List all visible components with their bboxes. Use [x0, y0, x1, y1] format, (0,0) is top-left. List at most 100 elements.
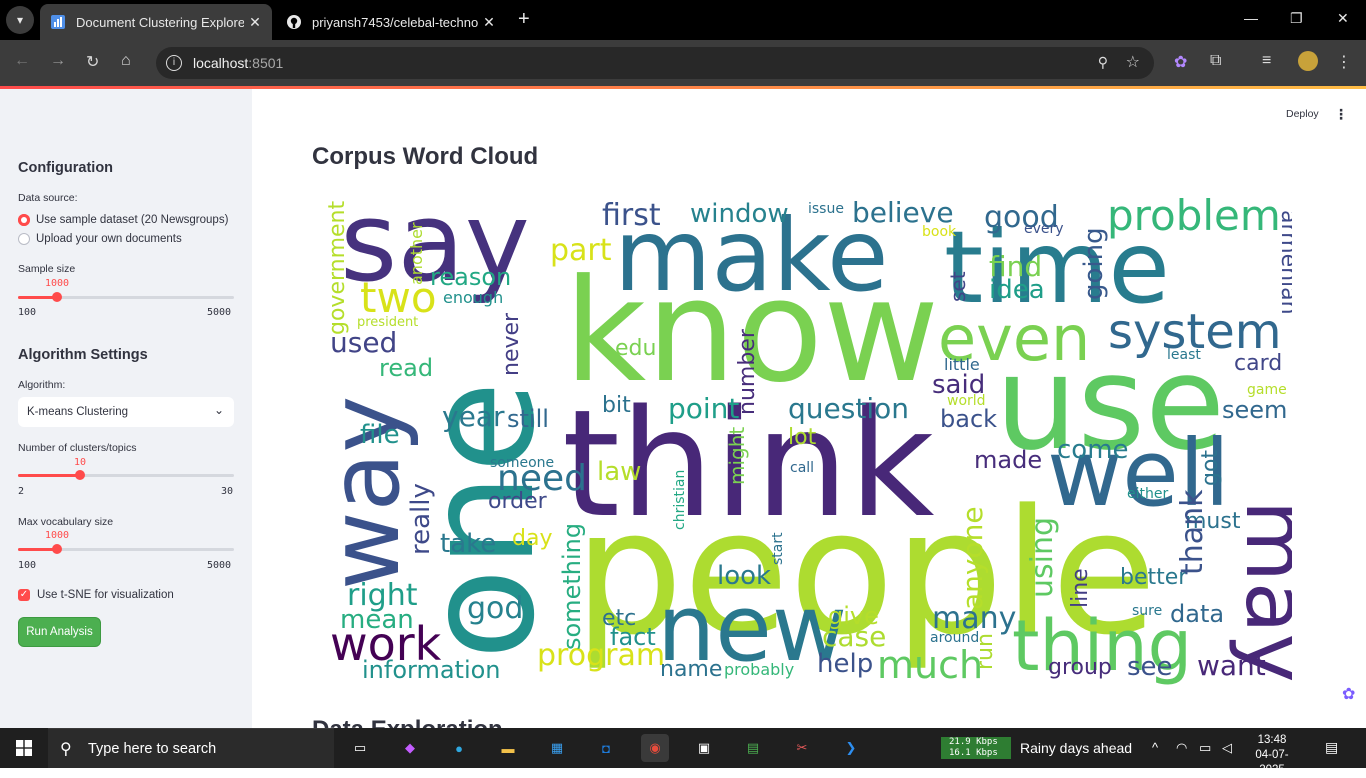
- sample-size-label: Sample size: [18, 263, 76, 275]
- taskbar-search-box[interactable]: ⚲ Type here to search: [48, 728, 334, 768]
- word-find: find: [989, 250, 1042, 283]
- back-icon[interactable]: ←: [14, 52, 30, 69]
- word-game: game: [1247, 382, 1287, 398]
- word-anyone: anyone: [956, 506, 989, 610]
- algorithm-settings-heading: Algorithm Settings: [18, 347, 148, 363]
- main-menu-icon[interactable]: ⋮: [1334, 106, 1348, 122]
- word-come: come: [1057, 435, 1129, 465]
- word-another: another: [407, 222, 426, 285]
- close-tab-icon[interactable]: ✕: [483, 13, 495, 30]
- slider-thumb[interactable]: [52, 292, 62, 302]
- home-icon[interactable]: ⌂: [121, 52, 131, 69]
- notepad-icon[interactable]: ▤: [746, 740, 760, 755]
- vocab-value: 1000: [44, 530, 70, 541]
- sidebar: Configuration Data source: Use sample da…: [0, 89, 252, 728]
- github-icon: [287, 15, 301, 29]
- chrome-icon[interactable]: ◉: [641, 734, 669, 762]
- new-tab-icon[interactable]: +: [518, 8, 530, 30]
- volume-icon[interactable]: ◁: [1222, 740, 1232, 755]
- sample-size-slider[interactable]: [18, 292, 234, 302]
- windows-start-icon[interactable]: [16, 740, 32, 756]
- terminal-icon[interactable]: ▣: [697, 740, 711, 755]
- system-clock[interactable]: 13:48 04-07-2025: [1246, 733, 1298, 778]
- media-control-icon[interactable]: ≡: [1262, 52, 1272, 69]
- network-speed-widget: 21.9 Kbps 16.1 Kbps: [941, 737, 1011, 759]
- word-president: president: [357, 315, 418, 330]
- tsne-checkbox[interactable]: ✓: [18, 589, 30, 601]
- word-etc: etc: [602, 606, 636, 631]
- vocab-slider[interactable]: [18, 544, 234, 554]
- algorithm-select[interactable]: K-means Clustering ⌄: [18, 397, 234, 427]
- word-law: law: [597, 457, 641, 487]
- word-run: run: [973, 633, 998, 670]
- restore-icon[interactable]: ❐: [1290, 10, 1303, 26]
- notification-center-icon[interactable]: ▤: [1325, 739, 1339, 755]
- word-may: may: [1227, 500, 1292, 683]
- windows-taskbar: ⚲ Type here to search ▭ ◆ ● ▬ ▦ ◘ ◉ ▣ ▤ …: [0, 728, 1366, 776]
- forward-icon[interactable]: →: [50, 52, 66, 69]
- deploy-button[interactable]: Deploy: [1286, 108, 1319, 120]
- sample-size-min: 100: [18, 307, 37, 318]
- word-order: order: [488, 489, 548, 514]
- close-tab-icon[interactable]: ✕: [249, 13, 261, 30]
- copilot-icon[interactable]: ◆: [405, 740, 415, 755]
- word-take: take: [440, 529, 496, 559]
- store-icon[interactable]: ▦: [550, 740, 564, 755]
- word-problem: problem: [1107, 191, 1281, 240]
- address-bar[interactable]: i localhost:8501 ⚲ ☆: [156, 47, 1154, 79]
- floating-brain-icon[interactable]: ✿: [1342, 686, 1356, 703]
- wifi-icon[interactable]: ◠: [1176, 740, 1188, 755]
- word-said: said: [932, 370, 985, 400]
- vscode-icon[interactable]: ❯: [845, 740, 857, 755]
- algorithm-label: Algorithm:: [18, 379, 66, 391]
- net-down: 16.1 Kbps: [949, 748, 998, 758]
- slider-thumb[interactable]: [75, 470, 85, 480]
- radio-upload-documents[interactable]: [18, 233, 30, 245]
- word-start: start: [770, 532, 786, 565]
- close-window-icon[interactable]: ✕: [1337, 10, 1349, 26]
- vocab-max: 5000: [207, 560, 232, 571]
- extension-brain-icon[interactable]: ✿: [1174, 54, 1188, 71]
- word-time: time: [944, 209, 1170, 326]
- run-analysis-button[interactable]: Run Analysis: [18, 617, 101, 647]
- word-name: name: [660, 657, 722, 682]
- file-explorer-icon[interactable]: ▬: [501, 740, 515, 756]
- word-want: want: [1197, 649, 1266, 682]
- edge-icon[interactable]: ●: [455, 740, 463, 756]
- word-enough: enough: [443, 288, 503, 307]
- browser-menu-icon[interactable]: ⋮: [1336, 54, 1352, 71]
- word-thing: thing: [1012, 605, 1192, 687]
- word-case: case: [822, 620, 886, 653]
- radio-sample-dataset[interactable]: [18, 214, 30, 226]
- outlook-icon[interactable]: ◘: [602, 740, 610, 756]
- clusters-slider[interactable]: [18, 470, 234, 480]
- site-info-icon[interactable]: i: [166, 55, 182, 71]
- zoom-icon[interactable]: ⚲: [1097, 54, 1108, 70]
- task-view-icon[interactable]: ▭: [353, 740, 367, 755]
- word-first: first: [602, 198, 661, 233]
- show-hidden-icons-icon[interactable]: ^: [1152, 740, 1159, 755]
- snipping-tool-icon[interactable]: ✂: [796, 740, 808, 755]
- chevron-down-icon: ⌄: [213, 403, 224, 417]
- word-work: work: [330, 617, 442, 671]
- word-one: one: [394, 381, 568, 660]
- tab-search-icon[interactable]: ▾: [6, 6, 34, 34]
- word-program: program: [537, 638, 665, 673]
- url-text: localhost:8501: [193, 55, 284, 71]
- tab-github[interactable]: priyansh7453/celebal-technolo ✕: [276, 4, 506, 40]
- word-bit: bit: [602, 393, 631, 418]
- word-issue: issue: [808, 201, 844, 217]
- word-never: never: [499, 312, 524, 376]
- tsne-checkbox-label: Use t-SNE for visualization: [37, 589, 174, 601]
- word-two: two: [360, 273, 437, 322]
- bookmark-star-icon[interactable]: ☆: [1125, 54, 1140, 71]
- profile-avatar[interactable]: [1298, 51, 1318, 71]
- slider-thumb[interactable]: [52, 544, 62, 554]
- reload-icon[interactable]: ↻: [86, 54, 100, 71]
- battery-icon[interactable]: ▭: [1199, 740, 1212, 755]
- tab-document-clustering[interactable]: Document Clustering Explorer ✕: [40, 4, 272, 40]
- weather-widget[interactable]: Rainy days ahead: [1020, 740, 1133, 756]
- minimize-icon[interactable]: —: [1244, 10, 1258, 26]
- extensions-puzzle-icon[interactable]: ⧉: [1210, 52, 1222, 69]
